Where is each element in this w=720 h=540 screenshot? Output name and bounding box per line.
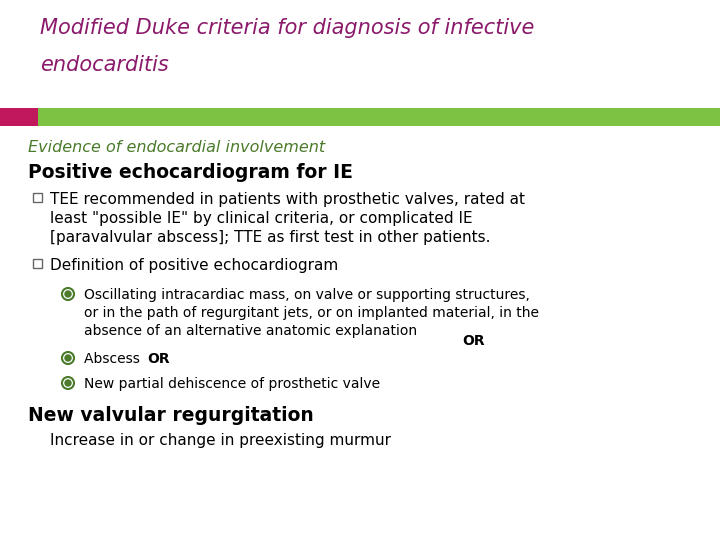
Bar [0,108,38,126]
Bar [38,108,720,126]
Text: TEE recommended in patients with prosthetic valves, rated at
least "possible IE": TEE recommended in patients with prosthe… [50,192,525,245]
Circle shape [62,288,74,300]
Circle shape [65,291,71,297]
Bar [33,193,42,202]
Circle shape [65,355,71,361]
Text: Definition of positive echocardiogram: Definition of positive echocardiogram [50,258,338,273]
Circle shape [62,352,74,364]
Circle shape [65,380,71,386]
Circle shape [62,377,74,389]
Text: New partial dehiscence of prosthetic valve: New partial dehiscence of prosthetic val… [84,377,380,391]
Text: Positive echocardiogram for IE: Positive echocardiogram for IE [28,163,353,182]
Text: Abscess: Abscess [84,352,144,366]
Bar [33,259,42,268]
Text: Evidence of endocardial involvement: Evidence of endocardial involvement [28,140,325,155]
Text: Increase in or change in preexisting murmur: Increase in or change in preexisting mur… [50,433,391,448]
Text: Modified Duke criteria for diagnosis of infective: Modified Duke criteria for diagnosis of … [40,18,534,38]
Text: OR: OR [462,334,485,348]
Text: endocarditis: endocarditis [40,55,168,75]
Text: OR: OR [147,352,170,366]
Text: Oscillating intracardiac mass, on valve or supporting structures,
or in the path: Oscillating intracardiac mass, on valve … [84,288,539,338]
Text: New valvular regurgitation: New valvular regurgitation [28,406,314,425]
